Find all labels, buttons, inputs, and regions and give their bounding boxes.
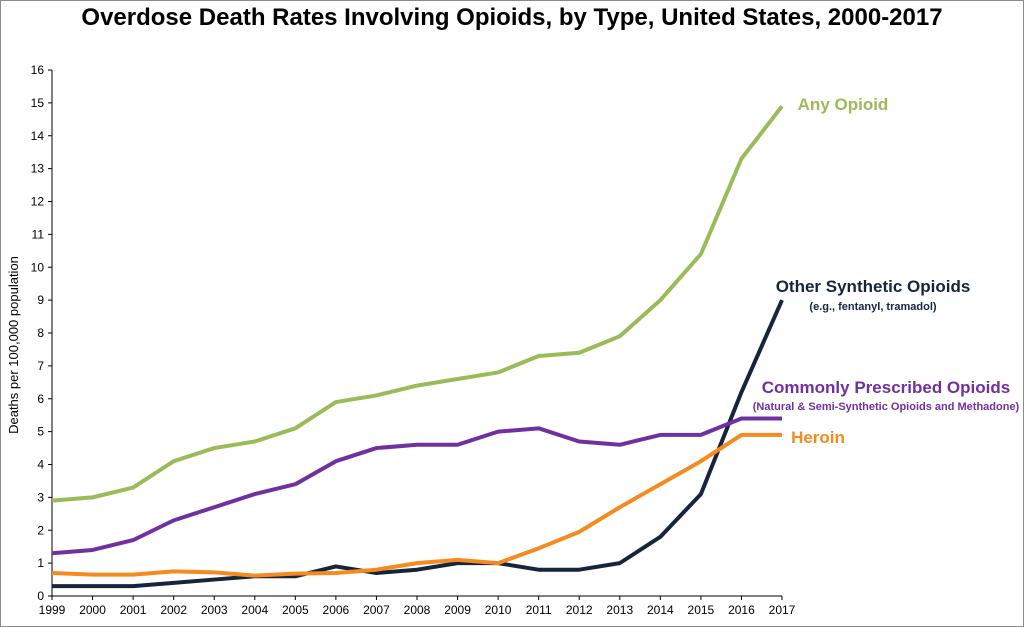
series-label-commonly-prescribed-opioids: Commonly Prescribed Opioids [762,378,1010,397]
series-sublabel-other-synthetic-opioids: (e.g., fentanyl, tramadol) [809,301,936,313]
chart-title: Overdose Death Rates Involving Opioids, … [81,4,943,31]
x-tick-label: 2008 [404,603,431,617]
y-tick-label: 0 [37,589,44,603]
x-tick-label: 2016 [728,603,755,617]
x-tick-label: 2002 [160,603,187,617]
y-tick-label: 14 [31,129,45,143]
x-tick-label: 2011 [526,603,552,617]
x-tick-label: 2015 [688,603,715,617]
x-tick-label: 1999 [39,603,66,617]
y-tick-label: 9 [37,293,44,307]
series-label-other-synthetic-opioids: Other Synthetic Opioids [776,277,971,296]
y-tick-label: 8 [37,326,44,340]
x-tick-label: 2012 [566,603,593,617]
y-tick-label: 5 [37,425,44,439]
x-tick-label: 2010 [485,603,512,617]
x-tick-label: 2000 [79,603,106,617]
y-tick-label: 7 [37,359,44,373]
x-tick-label: 2007 [363,603,390,617]
series-label-any-opioid: Any Opioid [798,95,889,114]
y-tick-label: 13 [31,162,45,176]
y-tick-label: 2 [37,523,44,537]
series-line-other-synthetic-opioids [52,299,784,589]
series-sublabel-commonly-prescribed-opioids: (Natural & Semi-Synthetic Opioids and Me… [753,401,1020,413]
y-tick-label: 15 [31,96,45,110]
y-tick-label: 11 [32,227,45,241]
x-tick-label: 2006 [323,603,350,617]
x-tick-label: 2009 [444,603,471,617]
y-tick-label: 1 [37,556,44,570]
series-line-commonly-prescribed-opioids [51,416,782,556]
y-tick-label: 3 [37,490,44,504]
series-line-heroin [51,432,782,578]
y-tick-label: 6 [37,392,44,406]
x-tick-label: 2004 [241,603,268,617]
x-tick-label: 2017 [769,603,796,617]
y-tick-label: 4 [37,458,44,472]
x-tick-label: 2014 [647,603,674,617]
y-tick-label: 10 [31,260,45,274]
x-tick-label: 2005 [282,603,309,617]
y-tick-label: 16 [31,63,45,77]
series-label-heroin: Heroin [791,428,845,447]
x-tick-label: 2001 [120,603,147,617]
series-line-any-opioid [51,104,784,503]
x-tick-label: 2003 [201,603,228,617]
x-tick-label: 2013 [606,603,633,617]
y-axis-label: Deaths per 100,000 population [6,256,21,434]
y-tick-label: 12 [31,195,45,209]
